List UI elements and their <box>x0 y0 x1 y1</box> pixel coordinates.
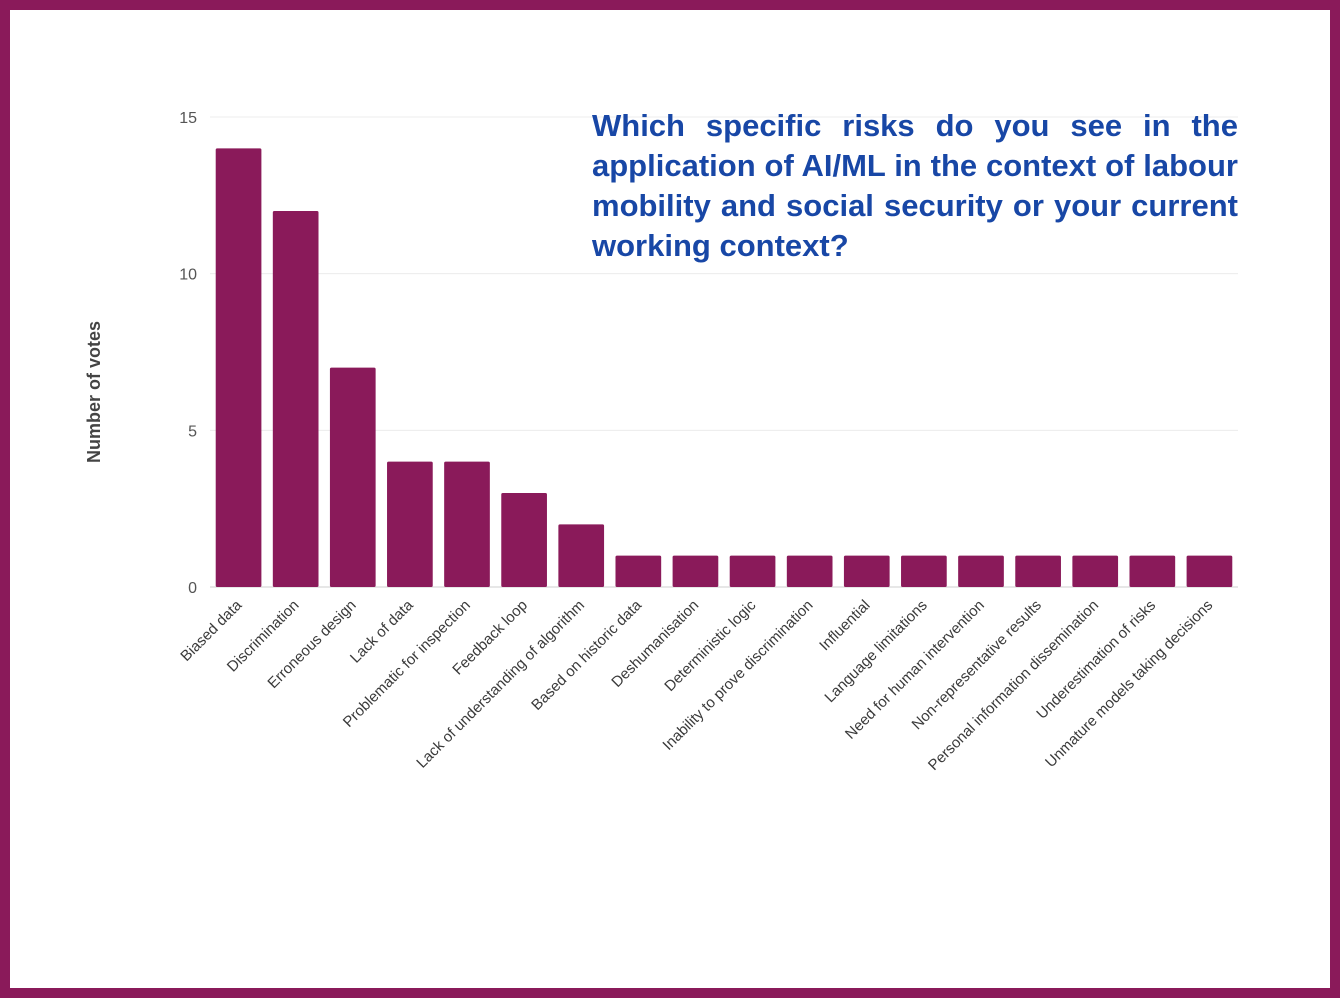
bar <box>387 461 433 587</box>
bar <box>1186 555 1233 587</box>
bar <box>329 367 376 587</box>
bar <box>215 148 262 587</box>
bar <box>786 555 833 587</box>
bar <box>901 555 947 587</box>
bars <box>215 148 1233 587</box>
bar <box>958 555 1004 587</box>
x-tick-label: Influential <box>816 597 873 654</box>
bar <box>615 555 662 587</box>
bar <box>729 555 776 587</box>
bar <box>501 493 547 587</box>
bar <box>1072 555 1119 587</box>
x-tick-label: Language limitations <box>821 597 930 706</box>
y-axis-ticks: 0 5 10 15 <box>179 110 197 597</box>
x-tick-label: Based on historic data <box>528 596 645 713</box>
y-tick-label: 10 <box>179 267 197 284</box>
y-axis-title: Number of votes <box>84 321 104 463</box>
bar <box>558 524 605 587</box>
bar <box>672 555 719 587</box>
bar <box>843 555 890 587</box>
gridlines <box>210 116 1238 588</box>
bar <box>1015 555 1061 587</box>
bar <box>444 461 490 587</box>
y-tick-label: 5 <box>188 423 197 440</box>
y-tick-label: 0 <box>188 580 197 597</box>
chart-title: Which specific risks do you see in the a… <box>592 108 1238 263</box>
bar <box>1129 555 1176 587</box>
bar <box>272 211 319 587</box>
y-tick-label: 15 <box>179 110 197 127</box>
